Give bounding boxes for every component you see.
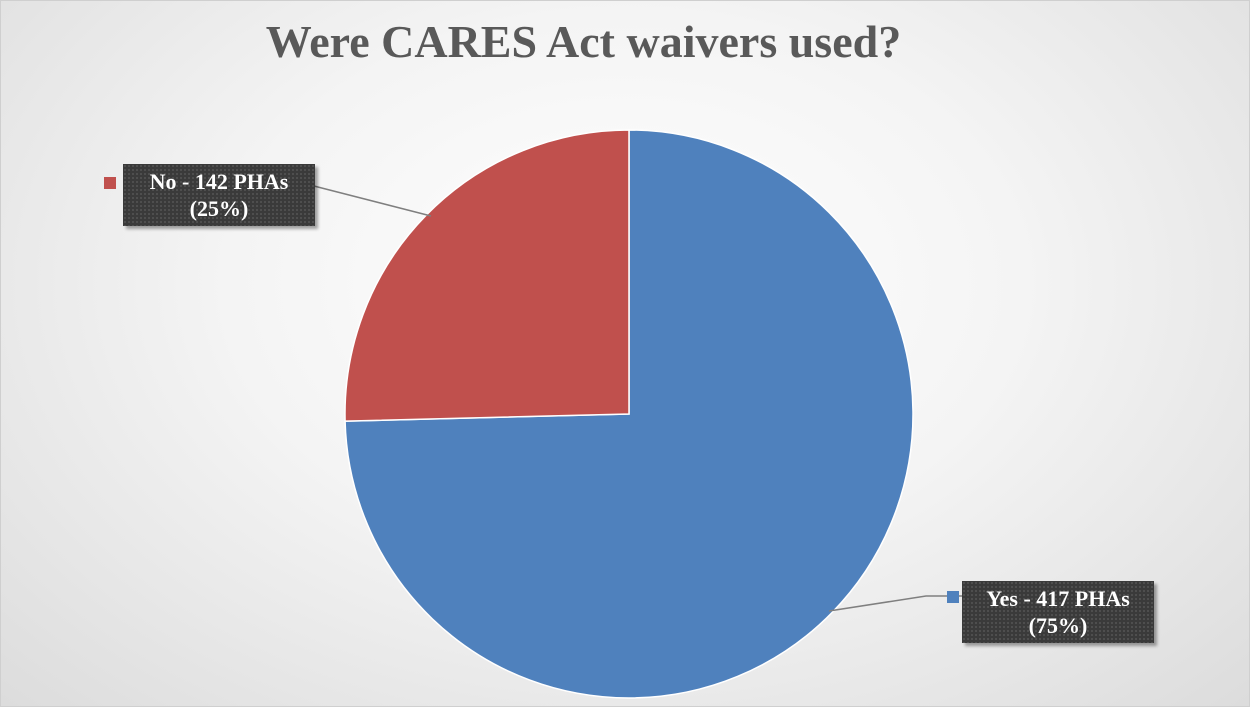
data-label-no-line1: No - 142 PHAs <box>149 169 289 194</box>
legend-key-no <box>104 177 116 189</box>
data-label-yes-line2: (75%) <box>1028 613 1088 638</box>
data-label-no-line2: (25%) <box>189 196 249 221</box>
legend-key-yes <box>947 591 959 603</box>
data-label-yes-line1: Yes - 417 PHAs <box>986 586 1130 611</box>
leader-line-yes <box>828 595 962 612</box>
leader-line-no <box>309 184 432 217</box>
data-label-no: No - 142 PHAs (25%) <box>123 164 315 226</box>
pie-slice-no <box>344 129 630 422</box>
chart-title: Were CARES Act waivers used? <box>265 16 902 67</box>
data-label-yes: Yes - 417 PHAs (75%) <box>962 581 1154 643</box>
